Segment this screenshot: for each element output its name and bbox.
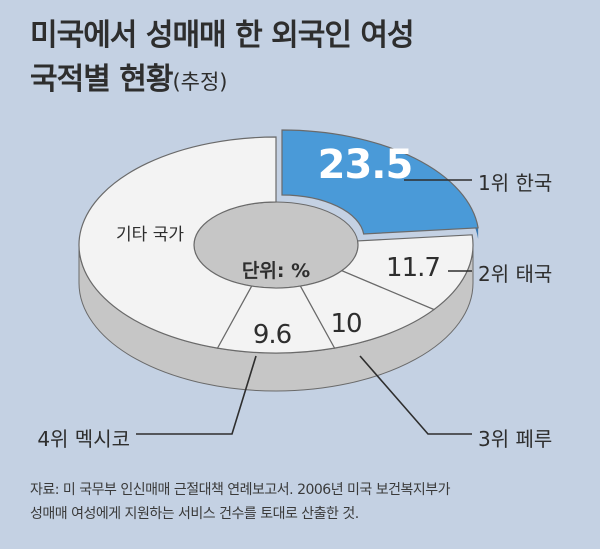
value-label-0: 23.5	[318, 142, 413, 188]
value-label-1: 11.7	[386, 253, 440, 283]
leader-line-3	[136, 355, 257, 435]
source-line-1: 자료: 미 국무부 인신매매 근절대책 연례보고서. 2006년 미국 보건복지…	[30, 482, 451, 498]
source-line-2: 성매매 여성에게 지원하는 서비스 건수를 토대로 산출한 것.	[30, 506, 359, 522]
chart-title: 미국에서 성매매 한 외국인 여성 국적별 현황(추정)	[30, 14, 415, 104]
category-label-4: 기타 국가	[116, 225, 184, 245]
slice-0	[281, 129, 479, 235]
slice-1	[340, 234, 474, 311]
leader-lines	[136, 179, 472, 435]
donut-slices	[78, 129, 479, 354]
category-label-0: 1위 한국	[478, 171, 552, 195]
donut-labels: 23.5 11.7 10 9.6 1위 한국 2위 태국 3위 페루 4위 멕시코 기타 국가단…	[37, 142, 552, 451]
category-label-3: 4위 멕시코	[37, 427, 130, 451]
value-label-2: 10	[330, 309, 361, 339]
title-line-1: 미국에서 성매매 한 외국인 여성	[30, 18, 415, 53]
category-label-1: 2위 태국	[478, 262, 552, 286]
title-line-2: 국적별 현황(추정)	[30, 58, 414, 104]
value-label-3: 9.6	[253, 320, 291, 350]
title-main: 국적별 현황	[30, 62, 173, 97]
source-note: 자료: 미 국무부 인신매매 근절대책 연례보고서. 2006년 미국 보건복지…	[30, 478, 578, 526]
title-estimate-note: (추정)	[172, 70, 228, 94]
leader-line-2	[359, 355, 472, 435]
slice-4	[78, 136, 277, 349]
category-label-2: 3위 페루	[478, 427, 552, 451]
unit-label: 단위: %	[242, 260, 310, 282]
